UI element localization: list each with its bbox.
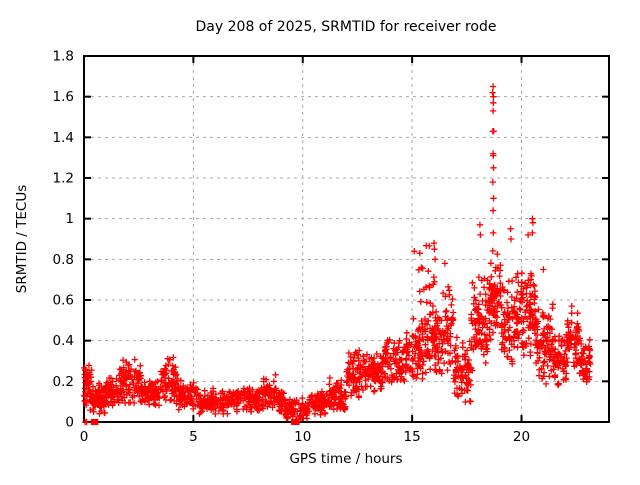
tick-labels: 0 5 10 15 20 0 0.2 0.4 0.6 0.8 1 1.2 1.4 1.6 1.8 (53, 49, 531, 446)
square-marker (293, 419, 300, 425)
axis-ticks (83, 55, 609, 423)
y-tick-label: 1.2 (53, 171, 74, 187)
x-tick-label: 0 (80, 429, 89, 445)
y-tick-label: 1.6 (53, 89, 74, 105)
x-axis-label: GPS time / hours (289, 451, 402, 467)
plot-border (83, 55, 610, 423)
y-tick-label: 0.2 (53, 374, 74, 390)
y-tick-label: 0.8 (53, 252, 74, 268)
y-axis-label: SRMTID / TECUs (14, 185, 30, 293)
x-tick-label: 10 (294, 429, 311, 445)
plus-markers (81, 83, 594, 426)
y-tick-label: 0.4 (53, 333, 74, 349)
grid-lines (84, 56, 609, 422)
x-tick-label: 5 (189, 429, 198, 445)
x-tick-label: 15 (404, 429, 421, 445)
y-tick-label: 1 (65, 211, 74, 227)
y-tick-label: 1.8 (53, 49, 74, 65)
y-tick-label: 0.6 (53, 293, 74, 309)
y-tick-label: 0 (65, 415, 74, 431)
x-tick-label: 20 (513, 429, 530, 445)
y-tick-label: 1.4 (53, 130, 74, 146)
square-marker (92, 419, 99, 425)
chart-title: Day 208 of 2025, SRMTID for receiver rod… (196, 19, 497, 35)
scatter-points (81, 83, 594, 426)
